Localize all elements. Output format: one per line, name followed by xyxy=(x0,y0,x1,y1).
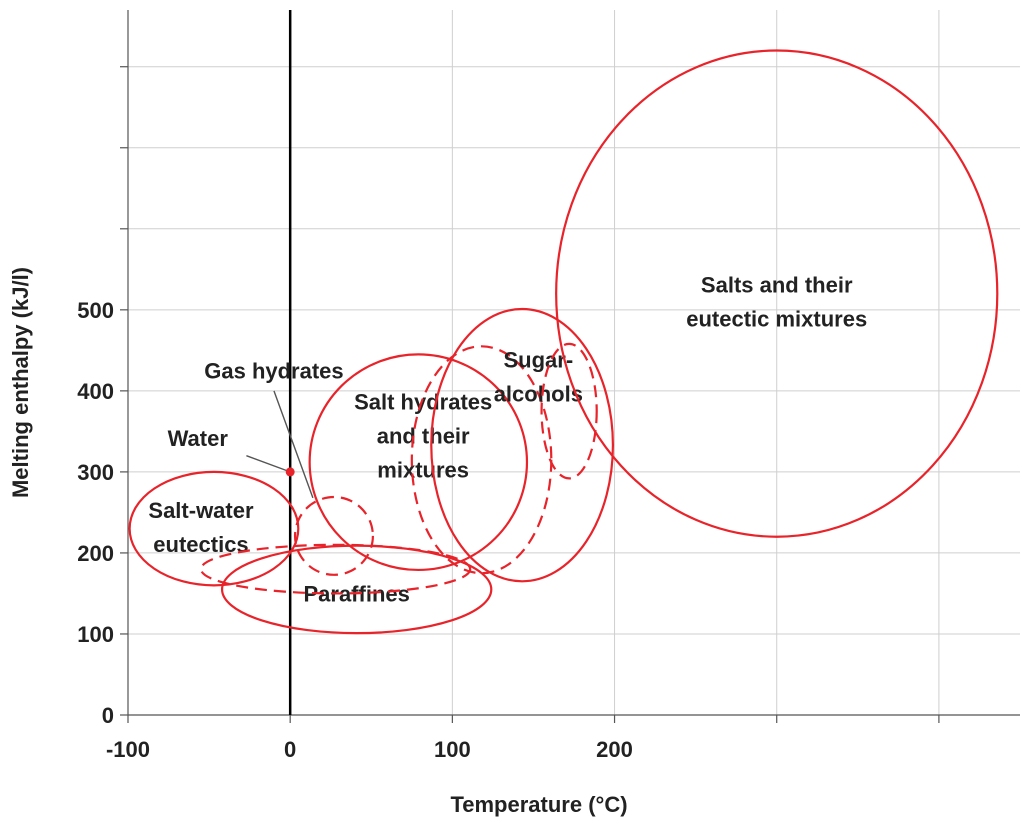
region-ellipse-6 xyxy=(430,307,615,583)
region-label: eutectic mixtures xyxy=(686,307,867,332)
x-axis-title: Temperature (°C) xyxy=(450,792,627,817)
x-tick-label: 200 xyxy=(596,737,633,762)
region-ellipse-3 xyxy=(293,495,374,576)
region-label: mixtures xyxy=(377,457,469,482)
region-label: eutectics xyxy=(153,532,248,557)
region-label: Salts and their xyxy=(701,273,853,298)
y-tick-label: 0 xyxy=(102,703,114,728)
y-tick-label: 400 xyxy=(77,379,114,404)
annotation-leader-line xyxy=(273,390,314,499)
y-tick-label: 100 xyxy=(77,622,114,647)
region-ellipse-5 xyxy=(410,345,553,575)
y-tick-label: 200 xyxy=(77,541,114,566)
region-ellipse-4 xyxy=(308,353,529,572)
x-tick-label: 0 xyxy=(284,737,296,762)
y-tick-label: 300 xyxy=(77,460,114,485)
x-tick-label: 100 xyxy=(434,737,471,762)
region-ellipse-7 xyxy=(540,342,598,480)
region-label: and their xyxy=(377,423,470,448)
annotation-label: Gas hydrates xyxy=(204,359,343,384)
region-label: Salt hydrates xyxy=(354,389,492,414)
region-ellipse-8 xyxy=(555,49,999,538)
region-label: alcohols xyxy=(494,381,583,406)
region-label: Salt-water xyxy=(148,498,254,523)
data-point xyxy=(285,467,295,477)
point-leader-line xyxy=(246,455,291,473)
x-tick-label: -100 xyxy=(106,737,150,762)
region-ellipse-2 xyxy=(199,543,472,595)
y-axis-title: Melting enthalpy (kJ/l) xyxy=(8,267,33,498)
point-label: Water xyxy=(168,426,229,451)
y-tick-label: 500 xyxy=(77,298,114,323)
region-ellipse-0 xyxy=(128,470,300,587)
